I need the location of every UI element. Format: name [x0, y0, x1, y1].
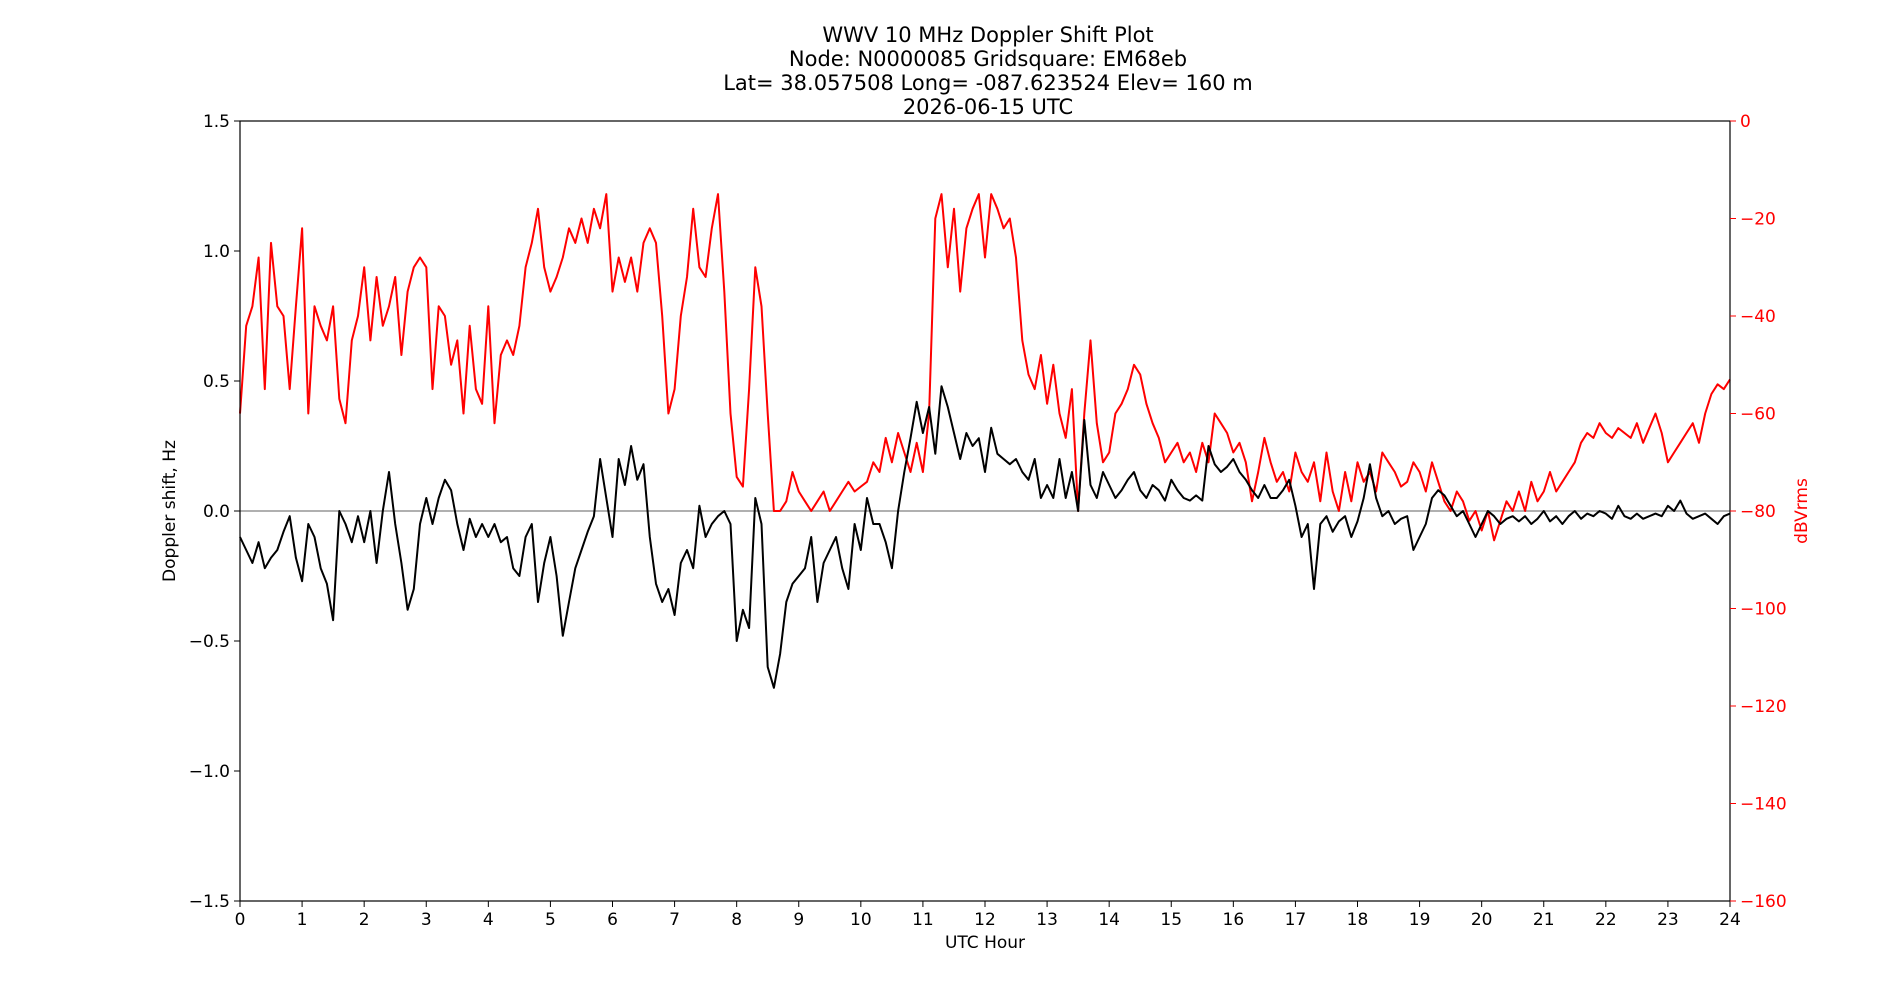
- x-tick-label: 0: [235, 910, 246, 930]
- x-tick-label: 21: [1533, 910, 1555, 930]
- x-tick-label: 7: [669, 910, 680, 930]
- power-series-line: [239, 193, 1731, 542]
- x-tick-label: 17: [1285, 910, 1307, 930]
- x-tick-label: 3: [421, 910, 432, 930]
- y-axis-left: 1.5 1.0 0.5 0.0 −0.5 −1.0 −1.5: [189, 112, 240, 912]
- plot-area: [239, 193, 1731, 689]
- x-axis-label: UTC Hour: [945, 933, 1025, 953]
- x-tick-label: 11: [912, 910, 934, 930]
- title-line-1: WWV 10 MHz Doppler Shift Plot: [822, 23, 1153, 47]
- y-right-tick-label: −140: [1740, 795, 1787, 815]
- y-right-tick-label: −80: [1740, 502, 1776, 522]
- x-tick-label: 20: [1471, 910, 1493, 930]
- x-tick-label: 2: [359, 910, 370, 930]
- y-left-tick-label: 1.0: [203, 242, 230, 262]
- x-tick-label: 24: [1719, 910, 1741, 930]
- y-axis-right: 0 −20 −40 −60 −80 −100 −120 −140 −160: [1730, 112, 1787, 912]
- y-axis-right-label: dBVrms: [1792, 478, 1812, 544]
- x-tick-label: 5: [545, 910, 556, 930]
- y-axis-left-label: Doppler shift, Hz: [160, 440, 180, 582]
- x-tick-label: 12: [974, 910, 996, 930]
- x-axis: 0 1 2 3 4 5 6 7 8 9 10 11 12 13 14 15 16 17 18 19 20 21 22 23 24: [235, 901, 1741, 930]
- title-line-2: Node: N0000085 Gridsquare: EM68eb: [789, 47, 1187, 71]
- y-left-tick-label: −0.5: [189, 632, 230, 652]
- x-tick-label: 9: [793, 910, 804, 930]
- y-right-tick-label: −60: [1740, 405, 1776, 425]
- title-line-4: 2026-06-15 UTC: [903, 95, 1073, 119]
- x-tick-label: 19: [1409, 910, 1431, 930]
- y-right-tick-label: −120: [1740, 697, 1787, 717]
- x-tick-label: 22: [1595, 910, 1617, 930]
- x-tick-label: 13: [1036, 910, 1058, 930]
- y-left-tick-label: 0.5: [203, 372, 230, 392]
- chart-title: WWV 10 MHz Doppler Shift Plot Node: N000…: [723, 23, 1253, 119]
- y-right-tick-label: −160: [1740, 892, 1787, 912]
- x-tick-label: 6: [607, 910, 618, 930]
- y-right-tick-label: −20: [1740, 210, 1776, 230]
- y-right-tick-label: −40: [1740, 307, 1776, 327]
- title-line-3: Lat= 38.057508 Long= -087.623524 Elev= 1…: [723, 71, 1253, 95]
- doppler-series-line: [239, 385, 1731, 689]
- x-tick-label: 23: [1657, 910, 1679, 930]
- y-left-tick-label: 1.5: [203, 112, 230, 132]
- x-tick-label: 18: [1347, 910, 1369, 930]
- y-left-tick-label: 0.0: [203, 502, 230, 522]
- y-right-tick-label: 0: [1740, 112, 1751, 132]
- x-tick-label: 15: [1160, 910, 1182, 930]
- x-tick-label: 1: [297, 910, 308, 930]
- y-left-tick-label: −1.5: [189, 892, 230, 912]
- x-tick-label: 4: [483, 910, 494, 930]
- x-tick-label: 16: [1223, 910, 1245, 930]
- y-left-tick-label: −1.0: [189, 762, 230, 782]
- x-tick-label: 8: [731, 910, 742, 930]
- y-right-tick-label: −100: [1740, 600, 1787, 620]
- x-tick-label: 10: [850, 910, 872, 930]
- x-tick-label: 14: [1098, 910, 1120, 930]
